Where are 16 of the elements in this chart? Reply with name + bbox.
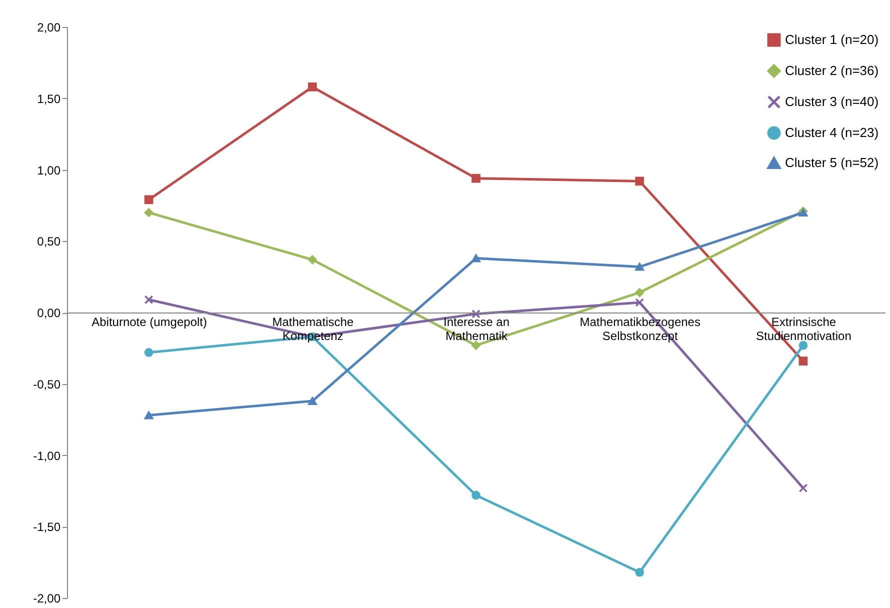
- legend-label: Cluster 2 (n=36): [785, 63, 879, 78]
- y-tick-label: -1,50: [33, 520, 61, 534]
- y-tick-label: 1,00: [37, 163, 61, 178]
- legend-label: Cluster 1 (n=20): [785, 32, 879, 47]
- y-tick-label: 2,00: [37, 20, 61, 34]
- legend-label: Cluster 4 (n=23): [785, 125, 879, 140]
- y-tick-label: 1,50: [37, 92, 61, 106]
- y-tick-label: -2,00: [33, 592, 61, 606]
- x-tick-label: Abiturnote (umgepolt): [92, 315, 208, 329]
- y-tick-label: 0,50: [37, 234, 61, 249]
- legend-label: Cluster 3 (n=40): [785, 94, 879, 109]
- x-tick-label: Mathematische Kompetenz: [272, 315, 354, 343]
- legend-label: Cluster 5 (n=52): [785, 155, 879, 170]
- y-tick-label: -1,00: [33, 448, 61, 463]
- y-tick-label: -0,50: [33, 377, 61, 392]
- y-tick-label: 0,00: [37, 306, 61, 320]
